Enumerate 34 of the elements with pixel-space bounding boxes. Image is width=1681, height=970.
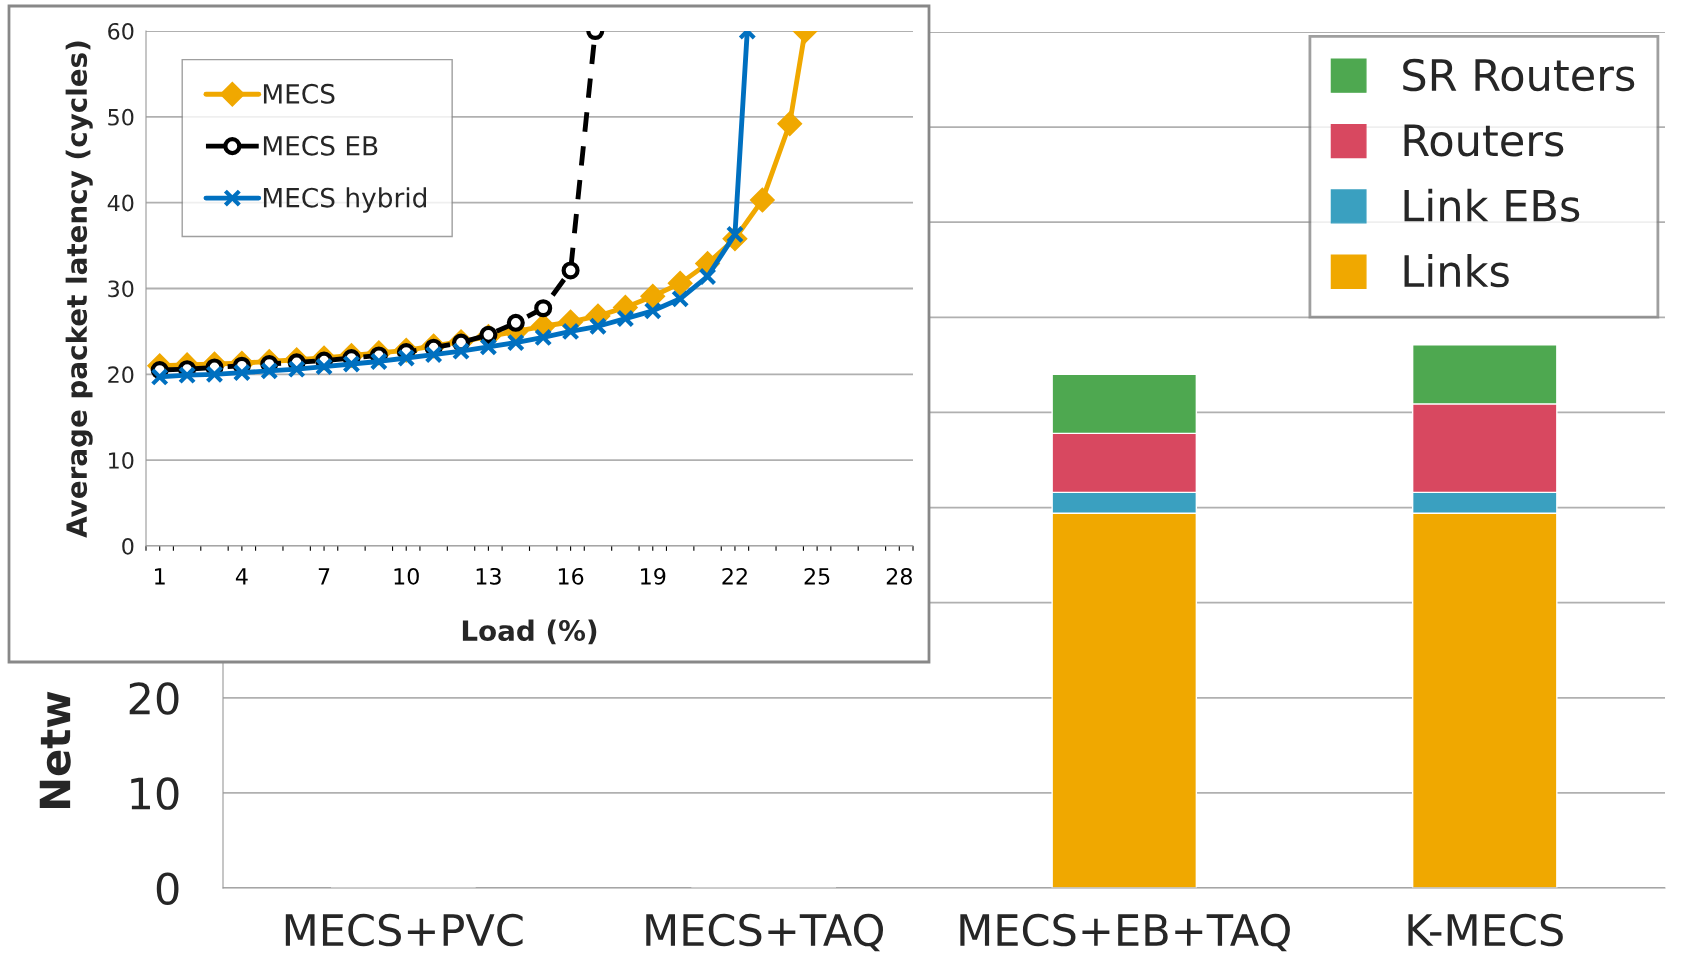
- legend-label: SR Routers: [1403, 58, 1635, 92]
- x-tick-label: K-MECS: [1408, 913, 1563, 947]
- x-tick-label: MECS+PVC: [285, 913, 523, 947]
- x-tick-label: 22: [722, 567, 747, 585]
- x-tick-label: 28: [886, 567, 912, 585]
- y-tick-label: 10: [109, 452, 134, 469]
- y-axis-title: Average packet latency (cycles): [65, 41, 93, 538]
- y-tick-label: 20: [108, 366, 134, 384]
- x-tick-label: MECS+TAQ: [646, 913, 884, 952]
- y-tick-label: 60: [108, 22, 134, 40]
- x-tick-label: 7: [318, 568, 330, 585]
- y-axis-title: Netw: [39, 691, 71, 808]
- legend-label: MECS EB: [263, 135, 378, 156]
- x-tick-label: MECS+EB+TAQ: [960, 913, 1290, 952]
- x-tick-label: 19: [641, 567, 666, 585]
- y-tick-label: 40: [107, 194, 134, 212]
- x-tick-label: 1: [155, 568, 165, 585]
- x-tick-label: 13: [476, 567, 501, 585]
- y-tick-label: 0: [122, 537, 134, 555]
- x-tick-label: 10: [394, 567, 419, 585]
- legend-label: Routers: [1404, 124, 1564, 157]
- x-tick-label: 4: [235, 568, 248, 585]
- legend-label: Links: [1404, 253, 1509, 288]
- y-tick-label: 30: [108, 280, 134, 298]
- legend-label: MECS: [263, 83, 335, 104]
- y-tick-label: 50: [108, 108, 134, 126]
- x-tick-label: 16: [558, 567, 584, 585]
- legend-label: MECS hybrid: [263, 187, 426, 213]
- y-tick-label: 10: [131, 777, 179, 810]
- y-tick-label: 20: [129, 682, 179, 715]
- x-tick-label: 25: [804, 567, 830, 585]
- x-axis-title: Load (%): [462, 619, 597, 645]
- y-tick-label: 0: [156, 872, 179, 905]
- legend-label: Link EBs: [1404, 188, 1580, 222]
